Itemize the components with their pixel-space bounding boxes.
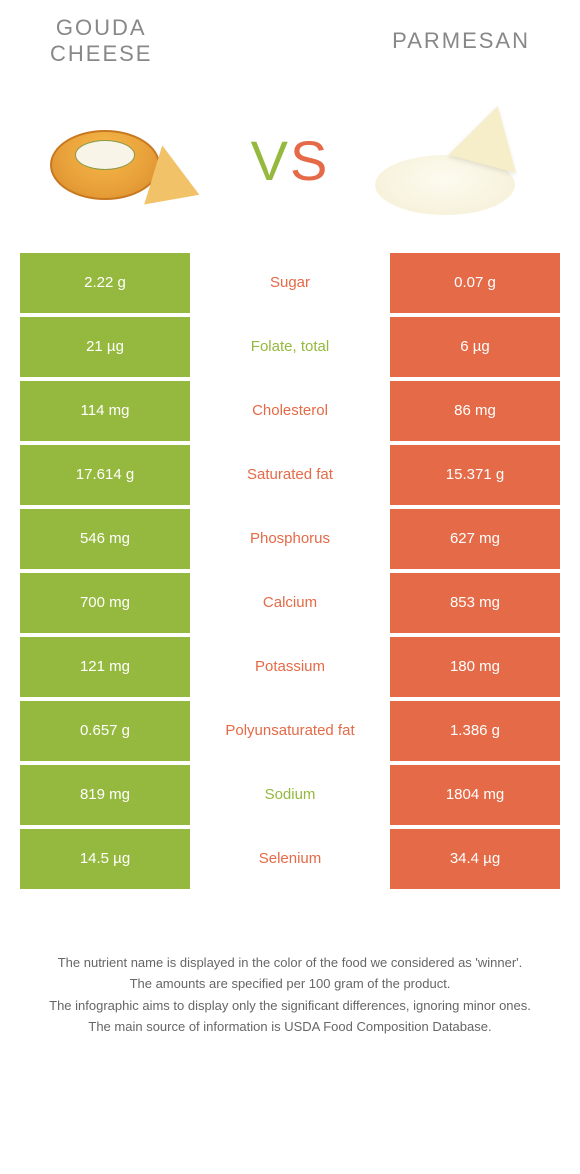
- comparison-table: 2.22 gSugar0.07 g21 µgFolate, total6 µg1…: [0, 253, 580, 889]
- nutrient-label: Sodium: [190, 765, 390, 825]
- vs-v: V: [251, 129, 290, 192]
- left-value: 14.5 µg: [20, 829, 190, 889]
- left-value: 17.614 g: [20, 445, 190, 505]
- images-row: VS: [0, 73, 580, 253]
- nutrient-label: Calcium: [190, 573, 390, 633]
- right-food-title: PARMESAN: [392, 28, 530, 54]
- left-value: 819 mg: [20, 765, 190, 825]
- footer-line: The amounts are specified per 100 gram o…: [35, 974, 545, 994]
- nutrient-label: Folate, total: [190, 317, 390, 377]
- left-value: 700 mg: [20, 573, 190, 633]
- right-value: 0.07 g: [390, 253, 560, 313]
- nutrient-label: Selenium: [190, 829, 390, 889]
- left-value: 121 mg: [20, 637, 190, 697]
- footer-line: The main source of information is USDA F…: [35, 1017, 545, 1037]
- table-row: 21 µgFolate, total6 µg: [20, 317, 560, 377]
- footer-line: The infographic aims to display only the…: [35, 996, 545, 1016]
- vs-s: S: [290, 129, 329, 192]
- left-value: 0.657 g: [20, 701, 190, 761]
- left-value: 21 µg: [20, 317, 190, 377]
- nutrient-label: Cholesterol: [190, 381, 390, 441]
- right-value: 86 mg: [390, 381, 560, 441]
- gouda-image: [40, 95, 210, 225]
- right-value: 34.4 µg: [390, 829, 560, 889]
- left-value: 114 mg: [20, 381, 190, 441]
- table-row: 2.22 gSugar0.07 g: [20, 253, 560, 313]
- nutrient-label: Polyunsaturated fat: [190, 701, 390, 761]
- right-value: 1.386 g: [390, 701, 560, 761]
- left-food-title: GOUDA CHEESE: [50, 15, 152, 68]
- right-value: 15.371 g: [390, 445, 560, 505]
- table-row: 546 mgPhosphorus627 mg: [20, 509, 560, 569]
- nutrient-label: Saturated fat: [190, 445, 390, 505]
- right-value: 1804 mg: [390, 765, 560, 825]
- right-value: 853 mg: [390, 573, 560, 633]
- table-row: 17.614 gSaturated fat15.371 g: [20, 445, 560, 505]
- vs-label: VS: [251, 128, 330, 193]
- left-value: 2.22 g: [20, 253, 190, 313]
- header: GOUDA CHEESE PARMESAN: [0, 0, 580, 73]
- table-row: 819 mgSodium1804 mg: [20, 765, 560, 825]
- nutrient-label: Sugar: [190, 253, 390, 313]
- table-row: 14.5 µgSelenium34.4 µg: [20, 829, 560, 889]
- right-value: 6 µg: [390, 317, 560, 377]
- table-row: 121 mgPotassium180 mg: [20, 637, 560, 697]
- left-value: 546 mg: [20, 509, 190, 569]
- footer-line: The nutrient name is displayed in the co…: [35, 953, 545, 973]
- table-row: 114 mgCholesterol86 mg: [20, 381, 560, 441]
- nutrient-label: Potassium: [190, 637, 390, 697]
- footer-notes: The nutrient name is displayed in the co…: [0, 893, 580, 1037]
- table-row: 0.657 gPolyunsaturated fat1.386 g: [20, 701, 560, 761]
- nutrient-label: Phosphorus: [190, 509, 390, 569]
- table-row: 700 mgCalcium853 mg: [20, 573, 560, 633]
- right-value: 180 mg: [390, 637, 560, 697]
- parmesan-image: [370, 95, 540, 225]
- right-value: 627 mg: [390, 509, 560, 569]
